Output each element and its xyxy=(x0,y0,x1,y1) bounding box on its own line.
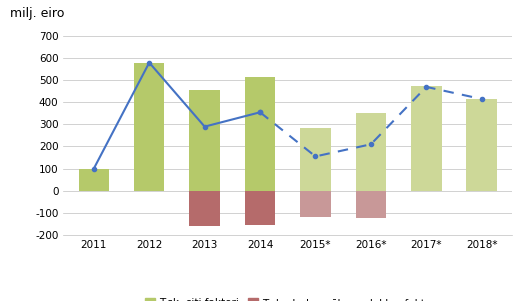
Bar xyxy=(245,191,275,225)
Bar xyxy=(300,128,331,191)
Legend: T.sk. citi faktori, T.sk. darbaspēka nodokļu efekts: T.sk. citi faktori, T.sk. darbaspēka nod… xyxy=(141,294,435,301)
Bar xyxy=(411,86,441,191)
Text: milj. eiro: milj. eiro xyxy=(10,7,64,20)
Bar xyxy=(79,169,109,191)
Bar xyxy=(134,63,165,191)
Bar xyxy=(300,191,331,217)
Bar xyxy=(466,99,497,191)
Bar xyxy=(356,113,386,191)
Bar xyxy=(245,77,275,191)
Bar xyxy=(190,191,220,226)
Bar xyxy=(190,90,220,191)
Bar xyxy=(356,191,386,218)
